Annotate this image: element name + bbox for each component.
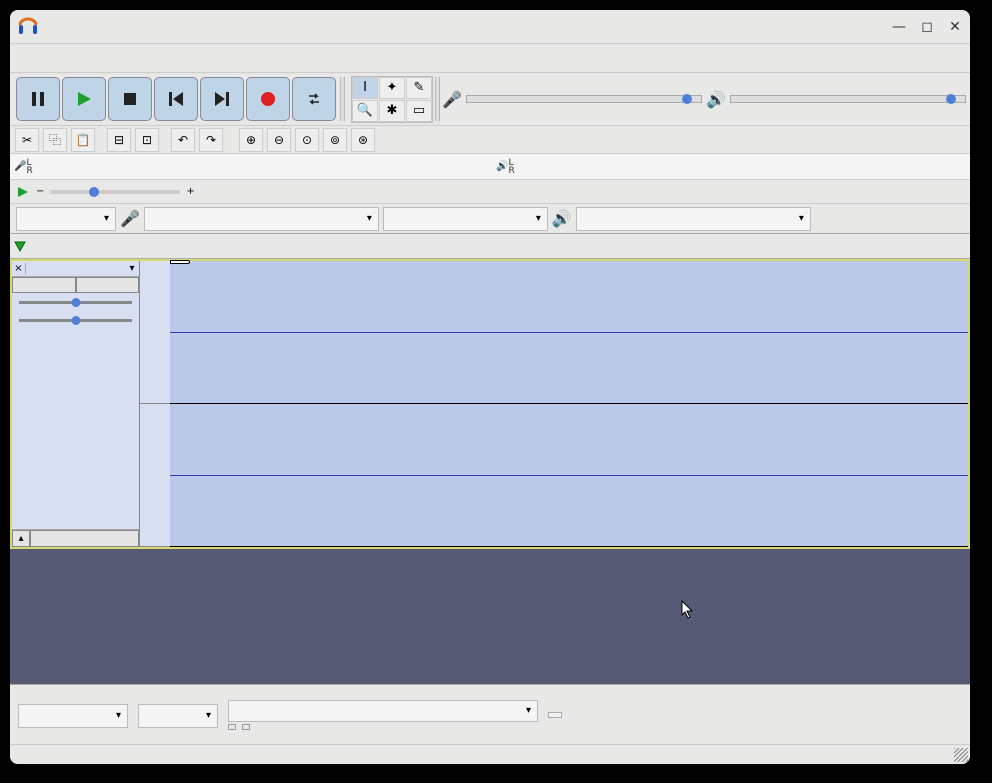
envelope-tool[interactable]: ✦ [379,77,405,99]
menu-edit[interactable] [38,54,54,62]
mute-button[interactable] [12,277,76,293]
track-control-panel[interactable]: × ▾ ▴ [12,261,140,547]
redo-button[interactable]: ↷ [199,128,223,152]
recording-channels-combo[interactable]: ▾ [383,207,548,231]
vertical-scale[interactable] [140,261,170,547]
tools-toolbar: I ✦ ✎ 🔍 ✱ ▭ [351,76,433,123]
play-at-speed-toolbar: − + [10,179,970,203]
fit-project-button[interactable]: ⊚ [323,128,347,152]
waveform-display[interactable] [170,261,968,547]
skip-end-button[interactable] [200,77,244,121]
audio-position-time[interactable] [548,712,562,718]
copy-button[interactable]: ⿻ [43,128,67,152]
silence-button[interactable]: ⊡ [135,128,159,152]
edit-toolbar: ✂ ⿻ 📋 ⊟ ⊡ ↶ ↷ ⊕ ⊖ ⊙ ⊚ ⊛ [10,125,970,153]
track-collapse-button[interactable]: ▴ [12,530,30,547]
tracks-area: × ▾ ▴ [10,259,970,549]
mic-icon: 🎤 [442,90,462,109]
recording-meter[interactable]: 🎤 LR 🔊 LR [10,153,970,179]
timeshift-tool[interactable]: ✱ [379,100,405,122]
selection-tool[interactable]: I [352,77,378,99]
status-bar [10,744,970,764]
solo-button[interactable] [76,277,140,293]
gain-slider[interactable] [12,293,139,311]
clip-title[interactable] [170,260,190,264]
rec-device-icon: 🎤 [120,209,140,228]
playback-volume-slider[interactable] [730,95,966,103]
zoom-toggle-button[interactable]: ⊛ [351,128,375,152]
selection-start-time[interactable] [228,724,236,730]
maximize-button[interactable]: ◻ [920,20,934,34]
menu-analyze[interactable] [178,54,194,62]
mouse-cursor-icon [681,600,695,620]
zoom-in-button[interactable]: ⊕ [239,128,263,152]
menu-tracks[interactable] [118,54,134,62]
play-button[interactable] [62,77,106,121]
menu-tools[interactable] [198,54,214,62]
trim-button[interactable]: ⊟ [107,128,131,152]
fit-selection-button[interactable]: ⊙ [295,128,319,152]
skip-start-button[interactable] [154,77,198,121]
loop-button[interactable] [292,77,336,121]
speaker-icon: 🔊 [706,90,726,109]
cut-button[interactable]: ✂ [15,128,39,152]
record-button[interactable] [246,77,290,121]
timeline-playhead-icon [14,241,26,253]
pause-button[interactable] [16,77,60,121]
recording-device-combo[interactable]: ▾ [144,207,379,231]
multi-tool[interactable]: ▭ [406,100,432,122]
playback-meter[interactable] [522,155,966,179]
paste-button[interactable]: 📋 [71,128,95,152]
stop-button[interactable] [108,77,152,121]
menu-generate[interactable] [138,54,154,62]
snap-to-combo[interactable]: ▾ [138,704,218,728]
play-device-icon: 🔊 [552,209,572,228]
pan-slider[interactable] [12,311,139,329]
playback-speed-slider[interactable] [50,190,180,194]
speaker-meter-icon: 🔊 [496,161,508,172]
minimize-button[interactable]: — [892,20,906,34]
resize-grip[interactable] [954,748,968,762]
menubar [10,44,970,72]
selection-end-time[interactable] [242,724,250,730]
record-volume-slider[interactable] [466,95,702,103]
audio-host-combo[interactable]: ▾ [16,207,116,231]
menu-help[interactable] [218,54,234,62]
zoom-tool[interactable]: 🔍 [352,100,378,122]
playback-device-combo[interactable]: ▾ [576,207,811,231]
zoom-out-button[interactable]: ⊖ [267,128,291,152]
empty-track-area[interactable] [10,549,970,684]
undo-button[interactable]: ↶ [171,128,195,152]
draw-tool[interactable]: ✎ [406,77,432,99]
menu-select[interactable] [58,54,74,62]
track-select-button[interactable] [30,530,139,547]
selection-mode-combo[interactable]: ▾ [228,700,538,722]
track-close-button[interactable]: × [12,263,26,274]
menu-effect[interactable] [158,54,174,62]
mic-meter-icon: 🎤 [14,161,26,172]
close-button[interactable]: ✕ [948,20,962,34]
selection-toolbar: ▾ ▾ ▾ [10,684,970,744]
menu-file[interactable] [18,54,34,62]
app-logo-icon [18,17,38,37]
play-speed-button[interactable] [16,185,30,199]
project-rate-combo[interactable]: ▾ [18,704,128,728]
titlebar[interactable]: — ◻ ✕ [10,10,970,44]
track-format-info [12,329,139,333]
device-toolbar: ▾ 🎤 ▾ ▾ 🔊 ▾ [10,203,970,233]
menu-transport[interactable] [98,54,114,62]
timeline-ruler[interactable] [10,233,970,259]
app-window: — ◻ ✕ I ✦ ✎ 🔍 [10,10,970,764]
menu-view[interactable] [78,54,94,62]
transport-toolbar: I ✦ ✎ 🔍 ✱ ▭ 🎤 🔊 [10,72,970,125]
track-menu-chevron-icon[interactable]: ▾ [125,263,139,274]
